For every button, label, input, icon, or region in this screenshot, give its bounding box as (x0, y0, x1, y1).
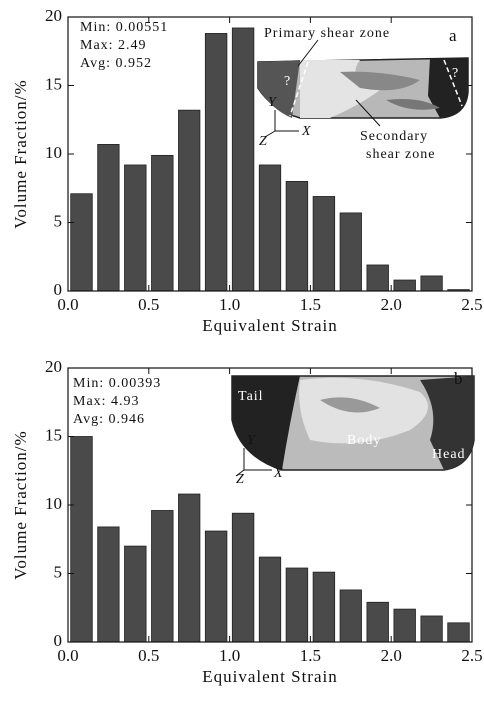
axis-glyph: Z (259, 134, 267, 149)
bar (339, 212, 362, 292)
bar (366, 264, 389, 292)
panel-label: b (454, 369, 464, 388)
annotation: ? (452, 66, 459, 81)
stat-text: Min: 0.00551 (80, 20, 168, 35)
x-tick-label: 2.5 (461, 646, 482, 665)
y-tick-label: 15 (45, 74, 62, 93)
bar (231, 512, 255, 643)
bar (178, 493, 201, 643)
chart: 0 5 10 15 20 0.0 0.5 1.0 1.5 2.0 2.5 Equivalent Str… (11, 6, 483, 335)
axis-glyph: Y (268, 95, 278, 110)
bar (70, 436, 93, 643)
stat-text: Avg: 0.946 (73, 412, 145, 427)
x-tick-label: 1.0 (219, 646, 240, 665)
bar (393, 279, 416, 292)
bar (70, 193, 93, 292)
y-tick-label: 10 (45, 494, 62, 513)
bar (420, 615, 443, 643)
stat-text: Max: 4.93 (73, 394, 140, 409)
y-tick-label: 20 (45, 6, 62, 25)
chart: 0 5 10 15 20 0.0 0.5 1.0 1.5 2.0 2.5 Equivalent Str… (11, 357, 483, 686)
panel-label: a (449, 26, 458, 45)
annotation: shear zone (366, 147, 435, 162)
inset-image (231, 375, 475, 477)
stat-text: Max: 2.49 (80, 38, 147, 53)
axis-glyph: Z (236, 472, 244, 487)
x-tick-label: 1.5 (300, 646, 321, 665)
axis-glyph: X (301, 124, 311, 139)
bar (124, 545, 147, 643)
bar (151, 510, 174, 643)
x-axis-label: Equivalent Strain (202, 667, 338, 686)
y-axis-label: Volume Fraction/% (11, 430, 30, 579)
annotation: Body (347, 433, 381, 448)
bar (285, 180, 309, 292)
bar (204, 33, 228, 292)
y-tick-label: 5 (54, 562, 63, 581)
x-tick-label: 2.0 (381, 646, 402, 665)
bar (97, 526, 120, 643)
axis-glyph: X (273, 466, 283, 481)
y-tick-label: 20 (45, 357, 62, 376)
bar (339, 589, 362, 643)
y-tick-label: 10 (45, 143, 62, 162)
stat-text: Min: 0.00393 (73, 376, 161, 391)
bar (312, 196, 336, 292)
y-tick-label: 0 (54, 631, 63, 650)
bar (312, 571, 336, 643)
x-tick-label: 0.0 (57, 295, 78, 314)
bar (231, 27, 255, 292)
bar (420, 275, 443, 292)
bar (204, 530, 228, 643)
x-tick-label: 0.0 (57, 646, 78, 665)
x-tick-label: 1.0 (219, 295, 240, 314)
bar (178, 109, 201, 292)
stat-text: Avg: 0.952 (80, 56, 152, 71)
inset-image (257, 39, 469, 138)
annotation: ? (284, 74, 291, 89)
bar (151, 154, 174, 292)
y-tick-label: 5 (54, 211, 63, 230)
x-tick-label: 0.5 (138, 646, 159, 665)
bar (393, 608, 416, 643)
bar (447, 622, 470, 643)
axis-glyph: Y (247, 433, 257, 448)
y-tick-label: 0 (54, 280, 63, 299)
x-tick-label: 2.5 (461, 295, 482, 314)
annotation: Head (432, 447, 466, 462)
bar (97, 144, 120, 292)
annotation: Secondary (360, 129, 428, 144)
x-tick-label: 1.5 (300, 295, 321, 314)
bar (124, 164, 147, 292)
bar (258, 556, 282, 643)
bar (258, 164, 282, 292)
x-tick-label: 2.0 (381, 295, 402, 314)
x-tick-label: 0.5 (138, 295, 159, 314)
x-axis-label: Equivalent Strain (202, 316, 338, 335)
y-tick-label: 15 (45, 425, 62, 444)
annotation: Primary shear zone (264, 26, 390, 41)
annotation: Tail (238, 389, 264, 404)
bar (285, 567, 309, 643)
bar (366, 601, 389, 643)
y-axis-label: Volume Fraction/% (11, 79, 30, 228)
